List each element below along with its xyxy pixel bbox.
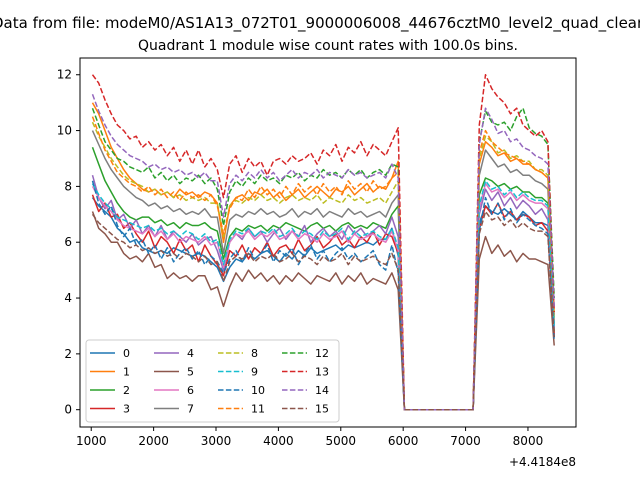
y-tick-label: 0 — [64, 403, 72, 417]
x-tick-label: 2000 — [138, 434, 169, 448]
chart-title: Quadrant 1 module wise count rates with … — [138, 38, 518, 54]
legend-label-10: 10 — [251, 384, 265, 397]
x-tick-label: 3000 — [201, 434, 232, 448]
legend-label-2: 2 — [123, 384, 130, 397]
y-tick-label: 4 — [64, 291, 72, 305]
legend-label-0: 0 — [123, 347, 130, 360]
legend-label-15: 15 — [315, 403, 329, 416]
legend-label-4: 4 — [187, 347, 194, 360]
x-axis: 1000 2000 3000 4000 5000 6000 7000 8000 — [76, 427, 543, 448]
legend-label-14: 14 — [315, 384, 329, 397]
series-layer — [91, 73, 555, 411]
figure-suptitle: Data from file: modeM0/AS1A13_072T01_900… — [0, 14, 640, 33]
y-tick-label: 6 — [64, 235, 72, 249]
series-line-11 — [91, 116, 555, 411]
legend-label-1: 1 — [123, 366, 130, 379]
x-axis-offset-label: +4.4184e8 — [509, 455, 576, 469]
x-tick-label: 1000 — [76, 434, 107, 448]
legend-label-9: 9 — [251, 366, 258, 379]
y-axis: 0 2 4 6 8 10 12 — [57, 68, 80, 417]
legend-label-11: 11 — [251, 403, 265, 416]
legend-box — [85, 339, 340, 423]
series-line-14 — [91, 94, 555, 411]
series-line-15 — [91, 210, 555, 411]
legend-label-8: 8 — [251, 347, 258, 360]
series-line-12 — [91, 107, 555, 411]
x-tick-label: 6000 — [388, 434, 419, 448]
legend-label-6: 6 — [187, 384, 194, 397]
series-line-10 — [91, 180, 555, 411]
legend-label-7: 7 — [187, 403, 194, 416]
y-tick-label: 10 — [57, 124, 72, 138]
y-tick-label: 12 — [57, 68, 72, 82]
x-tick-label: 4000 — [263, 434, 294, 448]
legend-label-13: 13 — [315, 366, 329, 379]
legend-label-12: 12 — [315, 347, 329, 360]
legend-label-5: 5 — [187, 366, 194, 379]
x-tick-label: 7000 — [450, 434, 481, 448]
y-tick-label: 2 — [64, 347, 72, 361]
x-tick-label: 5000 — [326, 434, 357, 448]
series-line-9 — [91, 180, 555, 411]
legend-label-3: 3 — [123, 403, 130, 416]
x-tick-label: 8000 — [513, 434, 544, 448]
y-tick-label: 8 — [64, 179, 72, 193]
